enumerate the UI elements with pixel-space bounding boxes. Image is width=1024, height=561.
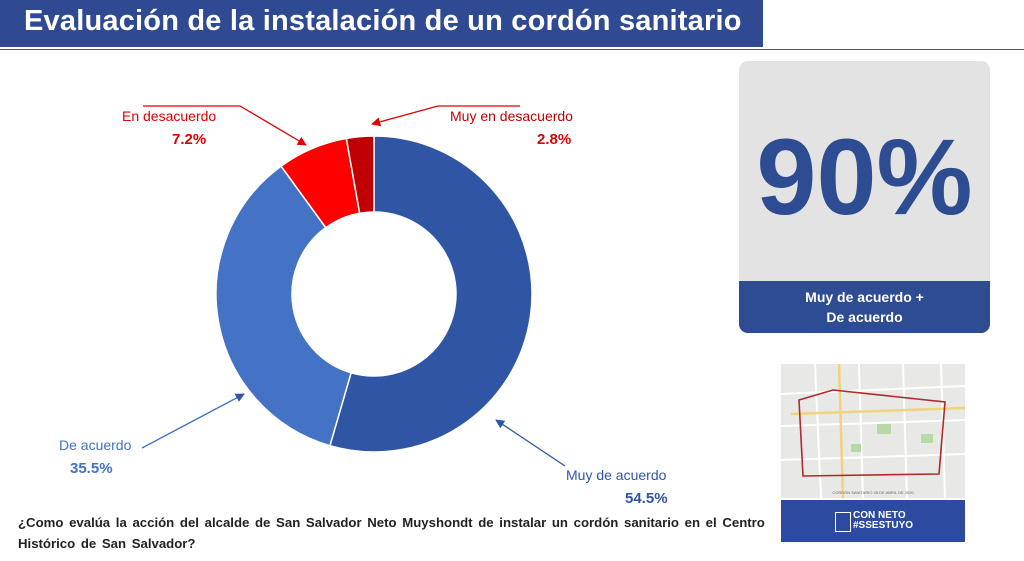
- value-muy-en-desacuerdo: 2.8%: [537, 131, 572, 148]
- brand-banner: CON NETO #SSESTUYO: [781, 500, 965, 542]
- leader-muy-en-desacuerdo: [371, 105, 520, 127]
- cordon-map-image: CORDÓN SANITARIO 28 DE ABRIL DE 2020: [781, 364, 965, 498]
- leader-en-desacuerdo: [143, 105, 307, 146]
- label-de-acuerdo: De acuerdo: [59, 437, 132, 453]
- leader-lines: [141, 105, 566, 467]
- seal-icon: [835, 512, 851, 532]
- page-title: Evaluación de la instalación de un cordó…: [24, 5, 742, 37]
- brand-line1: CON NETO: [853, 510, 906, 521]
- brand-text: CON NETO #SSESTUYO: [853, 511, 913, 531]
- leader-muy-de-acuerdo: [495, 419, 566, 467]
- label-muy-en-desacuerdo: Muy en desacuerdo: [450, 108, 573, 124]
- summary-caption-line1: Muy de acuerdo +: [805, 289, 924, 305]
- map-graphic: CORDÓN SANITARIO 28 DE ABRIL DE 2020: [781, 364, 965, 498]
- label-muy-de-acuerdo: Muy de acuerdo: [566, 467, 667, 483]
- donut-chart: [141, 105, 566, 467]
- donut-slice-muy-en-desacuerdo: [345, 135, 375, 215]
- donut-slice-muy-de-acuerdo: [328, 135, 533, 453]
- leader-de-acuerdo: [141, 393, 245, 449]
- summary-card: 90% Muy de acuerdo + De acuerdo: [739, 61, 990, 333]
- header-divider: [0, 49, 1024, 50]
- summary-value: 90%: [756, 116, 973, 237]
- brand-line2: #SSESTUYO: [853, 520, 914, 531]
- value-de-acuerdo: 35.5%: [70, 460, 113, 477]
- label-en-desacuerdo: En desacuerdo: [122, 108, 217, 124]
- summary-caption-line2: De acuerdo: [826, 309, 903, 325]
- survey-question: ¿Como evalúa la acción del alcalde de Sa…: [18, 515, 765, 551]
- donut-slice-de-acuerdo: [215, 165, 353, 447]
- title-bar: Evaluación de la instalación de un cordó…: [0, 0, 763, 47]
- summary-caption: Muy de acuerdo + De acuerdo: [739, 281, 990, 333]
- value-en-desacuerdo: 7.2%: [172, 131, 207, 148]
- map-caption: CORDÓN SANITARIO 28 DE ABRIL DE 2020: [832, 490, 914, 495]
- value-muy-de-acuerdo: 54.5%: [625, 490, 668, 507]
